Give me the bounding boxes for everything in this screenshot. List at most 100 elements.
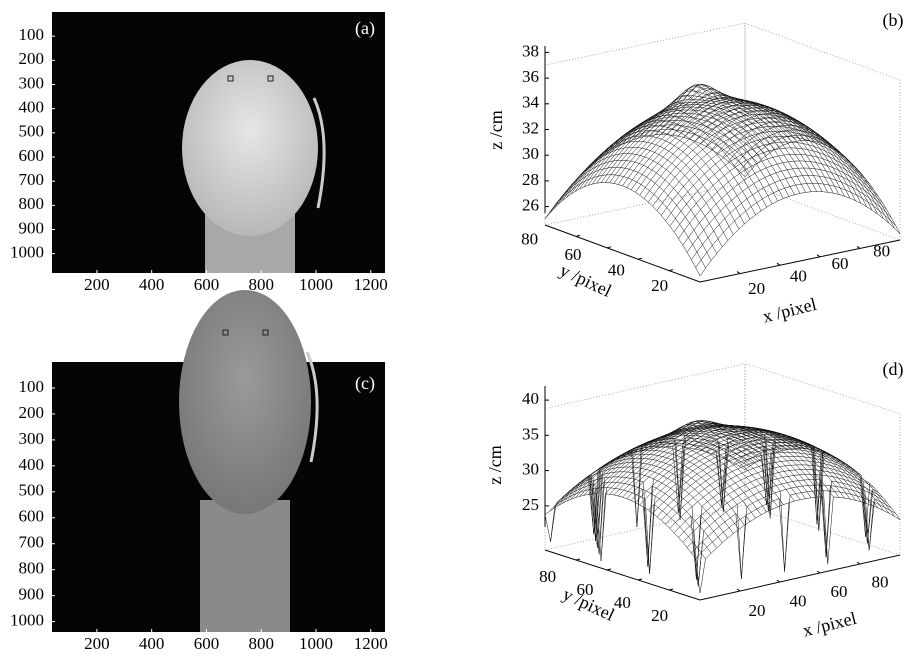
y-tick-label: 200: [19, 403, 45, 422]
x-tick: [857, 246, 860, 248]
mesh-line: [610, 421, 810, 494]
surface-plot: [545, 364, 900, 600]
y-tick: [607, 247, 611, 248]
box-wall: [545, 364, 745, 550]
mesh-line: [545, 135, 745, 219]
z-tick-label: 35: [522, 424, 539, 443]
x-tick-label: 80: [873, 241, 890, 260]
z-tick-label: 25: [522, 495, 539, 514]
y-tick-label: 20: [651, 606, 668, 625]
x-tick-label: 200: [84, 634, 110, 653]
y-tick-label: 100: [19, 25, 45, 44]
mesh-line: [661, 131, 861, 215]
y-tick: [607, 569, 611, 570]
x-tick: [777, 263, 780, 265]
z-tick-label: 28: [522, 170, 539, 189]
x-tick: [737, 589, 740, 591]
surface-plot: [545, 23, 900, 282]
x-tick-label: 1000: [299, 275, 333, 294]
z-axis-label: z /cm: [485, 445, 505, 484]
x-tick-label: 60: [831, 254, 848, 273]
head: [182, 60, 318, 236]
x-tick-label: 1200: [354, 634, 388, 653]
mesh-line: [684, 426, 839, 557]
x-tick-label: 1200: [354, 275, 388, 294]
panel-label: (c): [355, 373, 375, 394]
mesh-line: [551, 488, 706, 574]
mesh-line: [578, 462, 733, 540]
x-tick-label: 600: [194, 275, 220, 294]
neck: [200, 500, 290, 632]
y-tick-label: 900: [19, 218, 45, 237]
head: [179, 290, 311, 514]
mesh-line: [734, 442, 889, 543]
mesh-line: [601, 121, 756, 215]
mesh-line: [712, 113, 867, 206]
y-tick-label: 20: [651, 276, 668, 295]
figure: (a) 200 400 600 800 1000 1200 100 200 300 400 500 60…: [0, 0, 910, 656]
y-tick-label: 200: [19, 49, 45, 68]
x-tick-label: 600: [194, 634, 220, 653]
z-axis-label: z /cm: [486, 110, 506, 149]
y-tick: [638, 258, 642, 259]
y-tick-label: 80: [539, 567, 556, 586]
y-tick-label: 500: [19, 481, 45, 500]
y-tick-label: 1000: [10, 611, 44, 630]
mesh-line: [571, 110, 771, 194]
y-tick-label: 600: [19, 146, 45, 165]
z-tick-label: 30: [522, 460, 539, 479]
y-tick-label: 800: [19, 194, 45, 213]
x-tick-label: 80: [872, 572, 889, 591]
x-tick: [857, 562, 860, 564]
x-tick-label: 40: [790, 267, 807, 286]
x-tick: [817, 571, 820, 573]
x-tick-label: 20: [748, 279, 765, 298]
x-axis-label: x /pixel: [761, 294, 819, 327]
x-tick-label: 200: [84, 275, 110, 294]
mesh-line: [706, 110, 861, 203]
box-wall: [745, 23, 900, 240]
x-axis-label: x /pixel: [801, 608, 859, 641]
x-tick-label: 1000: [299, 634, 333, 653]
y-tick-label: 100: [19, 377, 45, 396]
z-tick-label: 26: [522, 195, 539, 214]
y-tick: [638, 579, 642, 580]
panel-label: (d): [883, 359, 904, 380]
mesh-line: [745, 141, 900, 234]
panel-label: (b): [883, 10, 904, 31]
z-tick-label: 34: [522, 93, 540, 112]
x-tick: [817, 255, 820, 257]
mesh-line: [545, 494, 700, 593]
y-tick-label: 40: [608, 261, 625, 280]
mesh-line: [589, 454, 744, 534]
y-tick-label: 500: [19, 122, 45, 141]
y-tick-label: 400: [19, 98, 45, 117]
y-tick-label: 400: [19, 455, 45, 474]
x-tick: [737, 272, 740, 274]
x-tick-label: 800: [248, 634, 274, 653]
x-tick-label: 60: [831, 582, 848, 601]
z-tick-label: 40: [522, 389, 539, 408]
x-tick-label: 40: [790, 592, 807, 611]
z-tick-label: 36: [522, 67, 539, 86]
y-tick-label: 300: [19, 73, 45, 92]
y-tick-label: 300: [19, 429, 45, 448]
z-tick-label: 38: [522, 41, 539, 60]
y-tick-label: 1000: [10, 243, 44, 262]
z-tick-label: 30: [522, 144, 539, 163]
y-tick: [576, 559, 580, 560]
mesh-line: [614, 423, 814, 495]
z-tick-label: 32: [522, 118, 539, 137]
x-tick-label: 400: [139, 634, 165, 653]
panel-label: (a): [355, 18, 375, 39]
y-tick-label: 700: [19, 533, 45, 552]
y-tick-label: 80: [521, 229, 538, 248]
y-tick: [669, 270, 673, 271]
mesh-line: [700, 192, 900, 276]
x-tick-label: 400: [139, 275, 165, 294]
y-tick-label: 600: [19, 507, 45, 526]
x-tick-label: 20: [749, 601, 766, 620]
y-tick: [576, 235, 580, 236]
x-tick: [777, 580, 780, 582]
y-tick-label: 800: [19, 559, 45, 578]
